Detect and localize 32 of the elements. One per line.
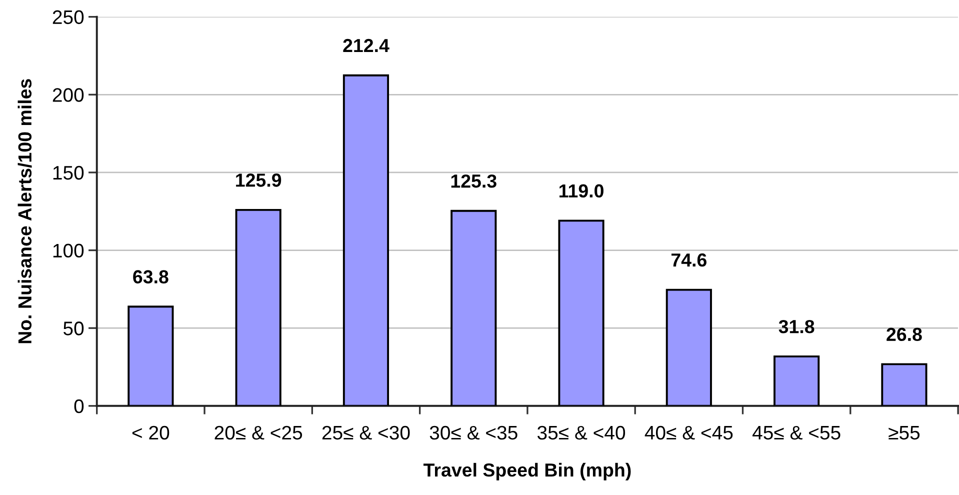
data-label: 125.3	[451, 174, 496, 188]
x-tick-label: 20≤ & <25	[214, 426, 302, 440]
x-tick-label: 25≤ & <30	[322, 426, 410, 440]
x-tick-label: 45≤ & <55	[752, 426, 840, 440]
x-tick-label: ≥55	[888, 426, 920, 440]
data-label: 26.8	[886, 328, 922, 342]
data-label: 74.6	[671, 253, 706, 267]
bar	[235, 208, 282, 406]
x-tick-label: 35≤ & <40	[537, 426, 626, 440]
data-label: 212.4	[343, 38, 390, 52]
bar	[450, 210, 497, 406]
y-tick-label: 150	[53, 166, 84, 180]
data-label: 63.8	[133, 270, 168, 284]
x-tick-label: < 20	[132, 426, 170, 440]
y-tick-label: 200	[52, 88, 84, 102]
bar	[881, 363, 928, 406]
bar	[558, 220, 604, 406]
y-axis-title: No. Nuisance Alerts/100 miles	[18, 79, 32, 344]
y-tick-label: 100	[53, 244, 84, 258]
x-tick-label: 40≤ & <45	[644, 426, 733, 440]
y-tick-label: 250	[52, 10, 84, 24]
bar	[666, 288, 712, 406]
data-label: 119.0	[560, 184, 604, 198]
data-label: 31.8	[778, 320, 814, 334]
y-tick-label: 0	[74, 399, 84, 414]
data-label: 125.9	[236, 174, 282, 187]
x-tick-label: 30≤ & <35	[430, 426, 518, 440]
bar	[774, 355, 820, 406]
bar	[128, 306, 174, 406]
y-tick-label: 50	[64, 322, 84, 336]
x-axis-title: Travel Speed Bin (mph)	[423, 462, 631, 480]
bar	[342, 74, 390, 406]
